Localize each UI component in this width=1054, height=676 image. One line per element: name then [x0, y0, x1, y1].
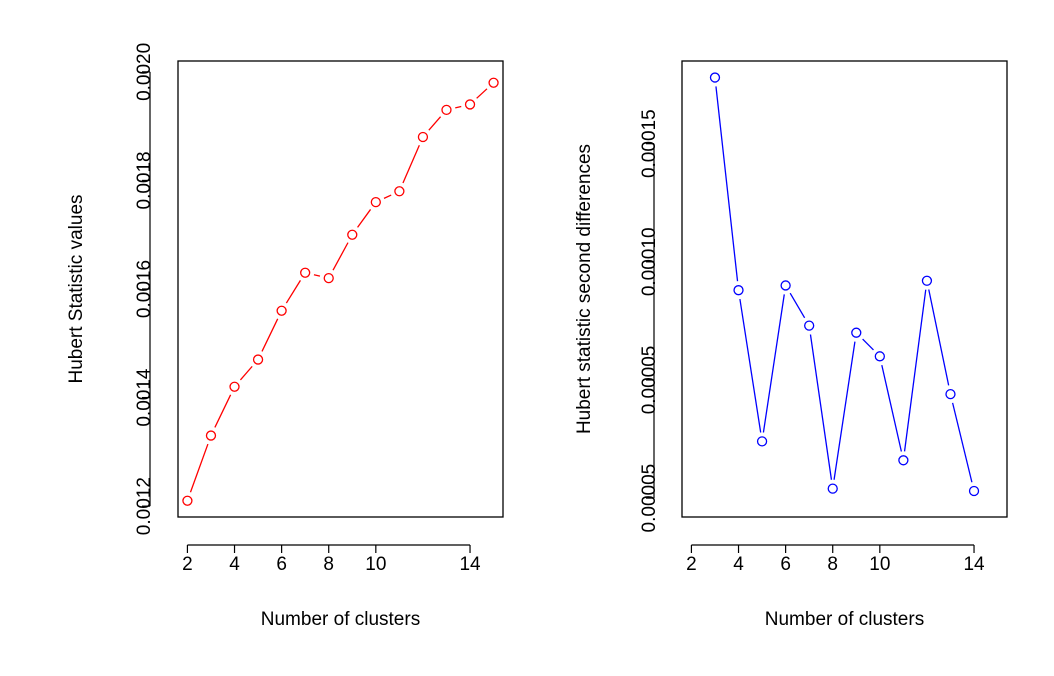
x-tick-label: 4: [229, 554, 240, 575]
x-axis-title: Number of clusters: [261, 609, 420, 630]
x-tick-label: 8: [827, 554, 838, 575]
series-segment: [809, 334, 833, 480]
plot-frame: [681, 60, 1008, 518]
plot-frame: [177, 60, 504, 518]
y-tick-label: 0.0020: [134, 43, 155, 101]
data-point: [921, 275, 933, 286]
series-segment: [402, 144, 420, 184]
data-point: [276, 305, 287, 316]
data-point: [709, 72, 721, 83]
data-point: [898, 455, 909, 466]
series-segment: [332, 242, 349, 271]
x-tick-label: 14: [963, 554, 985, 575]
x-tick-label: 4: [733, 554, 744, 575]
data-point: [827, 483, 838, 494]
data-point: [323, 272, 334, 284]
x-tick-label: 6: [276, 554, 287, 575]
x-tick-label: 10: [365, 554, 386, 575]
data-point: [300, 267, 311, 278]
data-point: [417, 131, 429, 143]
data-point: [968, 485, 980, 497]
series-segment: [239, 365, 253, 381]
left-panel: 2 4 6 8 10 14 0.0012 0.0014 0.0016 0.0018 0.0020 Nu…: [66, 43, 504, 630]
series-segment: [214, 394, 232, 428]
data-point: [488, 77, 499, 88]
data-point: [851, 327, 862, 338]
data-point: [804, 320, 815, 331]
series-segment: [833, 341, 856, 480]
x-tick-label: 10: [869, 554, 890, 575]
series-segment: [862, 338, 874, 351]
y-tick-label: 0.0018: [134, 151, 155, 209]
data-point: [347, 229, 358, 240]
data-point: [205, 430, 217, 441]
data-point: [733, 285, 744, 296]
data-point: [464, 99, 476, 110]
x-tick-label: 14: [459, 554, 481, 575]
series-segment: [261, 318, 279, 352]
series-segment: [951, 402, 973, 483]
data-point: [756, 436, 768, 447]
x-tick-label: 6: [780, 554, 791, 575]
series-segment: [189, 443, 209, 493]
x-tick-label: 8: [323, 554, 334, 575]
data-point: [441, 104, 452, 116]
data-point: [252, 354, 264, 365]
series-segment: [715, 86, 739, 282]
series-segment: [285, 280, 301, 304]
series-segment: [383, 194, 392, 199]
y-tick-label: 0.0012: [134, 477, 155, 535]
data-point: [370, 196, 381, 208]
series-segment: [313, 274, 321, 277]
series-segment: [428, 116, 442, 131]
series-segment: [789, 292, 806, 319]
series-segment: [903, 289, 927, 452]
series-segment: [455, 105, 462, 109]
y-axis-title: Hubert Statistic values: [66, 194, 87, 383]
series-segment: [928, 289, 950, 386]
series-segment: [476, 88, 488, 99]
y-tick-label: 0.00005: [639, 346, 660, 415]
data-point: [182, 495, 193, 506]
data-point: [229, 381, 240, 392]
data-point: [945, 388, 956, 400]
series-segment: [762, 294, 785, 433]
y-tick-label: 0.00010: [639, 227, 660, 296]
y-tick-label: 0.0014: [134, 368, 155, 427]
series-segment: [357, 209, 372, 228]
x-axis-title: Number of clusters: [765, 609, 924, 630]
right-panel: 2 4 6 8 10 14 0.00005 0.00010 0.00015 0.00005 Numb…: [574, 60, 1008, 630]
x-tick-label: 2: [182, 554, 193, 575]
series-segment: [739, 298, 762, 433]
series-segment: [881, 364, 903, 452]
y-axis-title: Hubert statistic second differences: [574, 144, 595, 434]
y-tick-label: 0.0016: [134, 260, 155, 318]
y-tick-label: 0.00015: [639, 109, 660, 178]
x-tick-label: 2: [686, 554, 697, 575]
data-point: [874, 351, 885, 362]
data-point: [394, 186, 405, 197]
y-tick-label: 0.00005: [639, 464, 660, 533]
data-point: [780, 280, 791, 291]
